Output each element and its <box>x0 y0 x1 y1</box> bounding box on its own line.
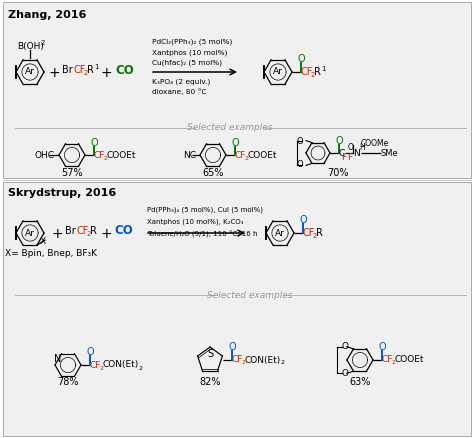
Text: CF: CF <box>382 356 393 364</box>
Text: SMe: SMe <box>381 148 399 158</box>
Text: Selected examples: Selected examples <box>187 124 273 133</box>
Text: CF: CF <box>94 151 105 159</box>
Text: 82%: 82% <box>199 377 221 387</box>
Text: O: O <box>231 138 239 148</box>
Text: CO: CO <box>115 64 134 77</box>
Text: 2: 2 <box>84 70 88 76</box>
Text: 2: 2 <box>311 72 315 78</box>
Text: O: O <box>335 136 343 146</box>
Text: 2: 2 <box>242 360 246 365</box>
Text: O: O <box>299 215 307 225</box>
Text: Ar: Ar <box>275 229 285 237</box>
Text: PdCl₂(PPh₃)₂ (5 mol%): PdCl₂(PPh₃)₂ (5 mol%) <box>152 39 232 45</box>
Text: Xantphos (10 mol%): Xantphos (10 mol%) <box>152 50 228 56</box>
Text: 2: 2 <box>392 360 396 365</box>
Text: O: O <box>342 342 349 351</box>
Text: 2: 2 <box>100 365 104 371</box>
Text: Skrydstrup, 2016: Skrydstrup, 2016 <box>8 188 116 198</box>
Text: 65%: 65% <box>202 168 224 178</box>
Text: +: + <box>100 227 112 241</box>
Text: COOEt: COOEt <box>248 151 277 159</box>
Text: X: X <box>40 237 46 246</box>
Text: N: N <box>353 148 360 158</box>
Text: F: F <box>341 153 346 162</box>
Text: 2: 2 <box>139 365 143 371</box>
Text: R: R <box>87 65 94 75</box>
Text: Ar: Ar <box>25 67 35 77</box>
Text: C: C <box>339 148 345 158</box>
Text: Pd(PPh₃)₄ (5 mol%), CuI (5 mol%): Pd(PPh₃)₄ (5 mol%), CuI (5 mol%) <box>147 207 263 213</box>
Text: O: O <box>296 137 303 146</box>
Text: 2: 2 <box>104 155 108 160</box>
Text: COOMe: COOMe <box>361 138 389 148</box>
Text: O: O <box>342 369 349 378</box>
Text: +: + <box>51 227 63 241</box>
Text: CF: CF <box>90 360 101 370</box>
Text: O: O <box>228 342 236 352</box>
Bar <box>3 182 471 436</box>
Text: 78%: 78% <box>57 377 79 387</box>
Text: COOEt: COOEt <box>107 151 137 159</box>
Bar <box>3 2 471 178</box>
Text: 70%: 70% <box>327 168 349 178</box>
Text: 2: 2 <box>313 233 318 239</box>
Text: 2: 2 <box>87 231 91 237</box>
Text: 2: 2 <box>245 155 249 160</box>
Text: CF: CF <box>232 356 243 364</box>
Text: 2: 2 <box>281 360 285 365</box>
Text: F: F <box>347 153 353 162</box>
Text: Selected examples: Selected examples <box>207 290 293 300</box>
Text: CF: CF <box>303 228 315 238</box>
Text: CON(Et): CON(Et) <box>245 356 281 364</box>
Text: R: R <box>314 67 321 77</box>
Text: dioxane, 80 °C: dioxane, 80 °C <box>152 88 206 95</box>
Text: CON(Et): CON(Et) <box>103 360 139 370</box>
Text: K₃PO₄ (2 equiv.): K₃PO₄ (2 equiv.) <box>152 79 210 85</box>
Text: CO: CO <box>114 225 133 237</box>
Text: OHC: OHC <box>35 152 55 160</box>
Text: Cu(hfac)₂ (5 mol%): Cu(hfac)₂ (5 mol%) <box>152 60 222 66</box>
Text: CF: CF <box>301 67 313 77</box>
Text: CF: CF <box>235 151 246 159</box>
Text: O: O <box>86 347 94 357</box>
Text: B(OH): B(OH) <box>17 42 44 50</box>
Text: Xantphos (10 mol%), K₂CO₃: Xantphos (10 mol%), K₂CO₃ <box>147 219 243 225</box>
Text: R: R <box>90 226 97 236</box>
Text: NC: NC <box>183 152 196 160</box>
Text: O: O <box>90 138 98 148</box>
Text: Ar: Ar <box>25 229 35 237</box>
Text: Zhang, 2016: Zhang, 2016 <box>8 10 86 20</box>
Text: X= Bpin, Bnep, BF₃K: X= Bpin, Bnep, BF₃K <box>5 250 97 258</box>
Text: O: O <box>296 160 303 169</box>
Text: Ar: Ar <box>273 67 283 77</box>
Text: S: S <box>207 349 213 359</box>
Text: 57%: 57% <box>61 168 83 178</box>
Text: O: O <box>348 142 354 152</box>
Text: CF: CF <box>77 226 90 236</box>
Text: N: N <box>54 354 61 364</box>
Text: 1: 1 <box>94 64 99 70</box>
Text: 63%: 63% <box>349 377 371 387</box>
Text: CF: CF <box>74 65 86 75</box>
Text: R: R <box>316 228 323 238</box>
Text: +: + <box>48 66 60 80</box>
Text: O: O <box>378 342 386 352</box>
Text: Toluene/H₂O (9/1), 110 °C, 16 h: Toluene/H₂O (9/1), 110 °C, 16 h <box>147 230 257 237</box>
Text: 2: 2 <box>41 40 46 46</box>
Text: COOEt: COOEt <box>395 356 425 364</box>
Text: O: O <box>297 54 305 64</box>
Text: +: + <box>100 66 112 80</box>
Text: H: H <box>359 144 365 152</box>
Text: Br: Br <box>62 65 73 75</box>
Text: Br: Br <box>65 226 76 236</box>
Text: 1: 1 <box>321 66 326 72</box>
